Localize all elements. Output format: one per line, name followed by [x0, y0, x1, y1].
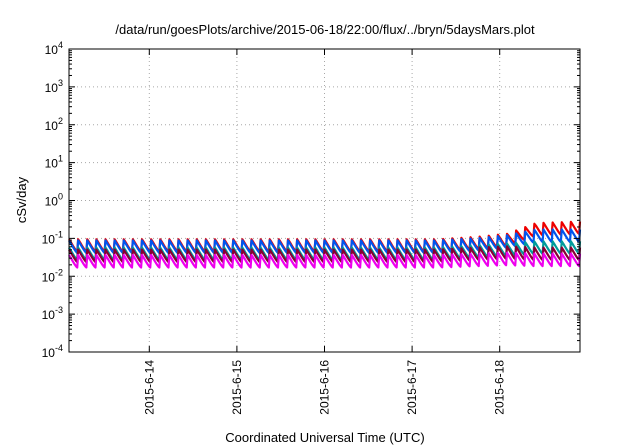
series-line-1: [68, 228, 582, 255]
chart-title: /data/run/goesPlots/archive/2015-06-18/2…: [115, 22, 535, 37]
y-tick-label: 10-3: [42, 305, 63, 322]
x-tick-label: 2015-6-16: [318, 360, 332, 415]
y-tick-label: 10-2: [42, 267, 63, 284]
grid: [69, 49, 580, 352]
x-tick-label: 2015-6-14: [142, 360, 156, 415]
y-tick-label: 104: [45, 40, 63, 57]
y-tick-label: 100: [45, 192, 63, 209]
x-tick-labels: 2015-6-14 2015-6-15 2015-6-16 2015-6-17 2015…: [142, 360, 506, 415]
y-tick-label: 10-4: [42, 343, 63, 360]
y-tick-labels: 10-4 10-3 10-2 10-1 100 101 102 103 104: [42, 40, 63, 360]
ticks: [69, 48, 580, 353]
y-tick-label: 103: [45, 78, 63, 95]
y-tick-label: 101: [45, 154, 63, 171]
x-tick-label: 2015-6-15: [230, 360, 244, 415]
x-tick-label: 2015-6-18: [493, 360, 507, 415]
series-layer: [68, 220, 582, 269]
y-tick-label: 102: [45, 116, 63, 133]
y-axis-label: cSv/day: [14, 176, 29, 223]
y-tick-label: 10-1: [42, 229, 63, 246]
x-axis-label: Coordinated Universal Time (UTC): [225, 430, 424, 445]
series-line-3: [68, 245, 582, 264]
series-line-4: [68, 251, 582, 269]
x-tick-label: 2015-6-17: [405, 360, 419, 415]
